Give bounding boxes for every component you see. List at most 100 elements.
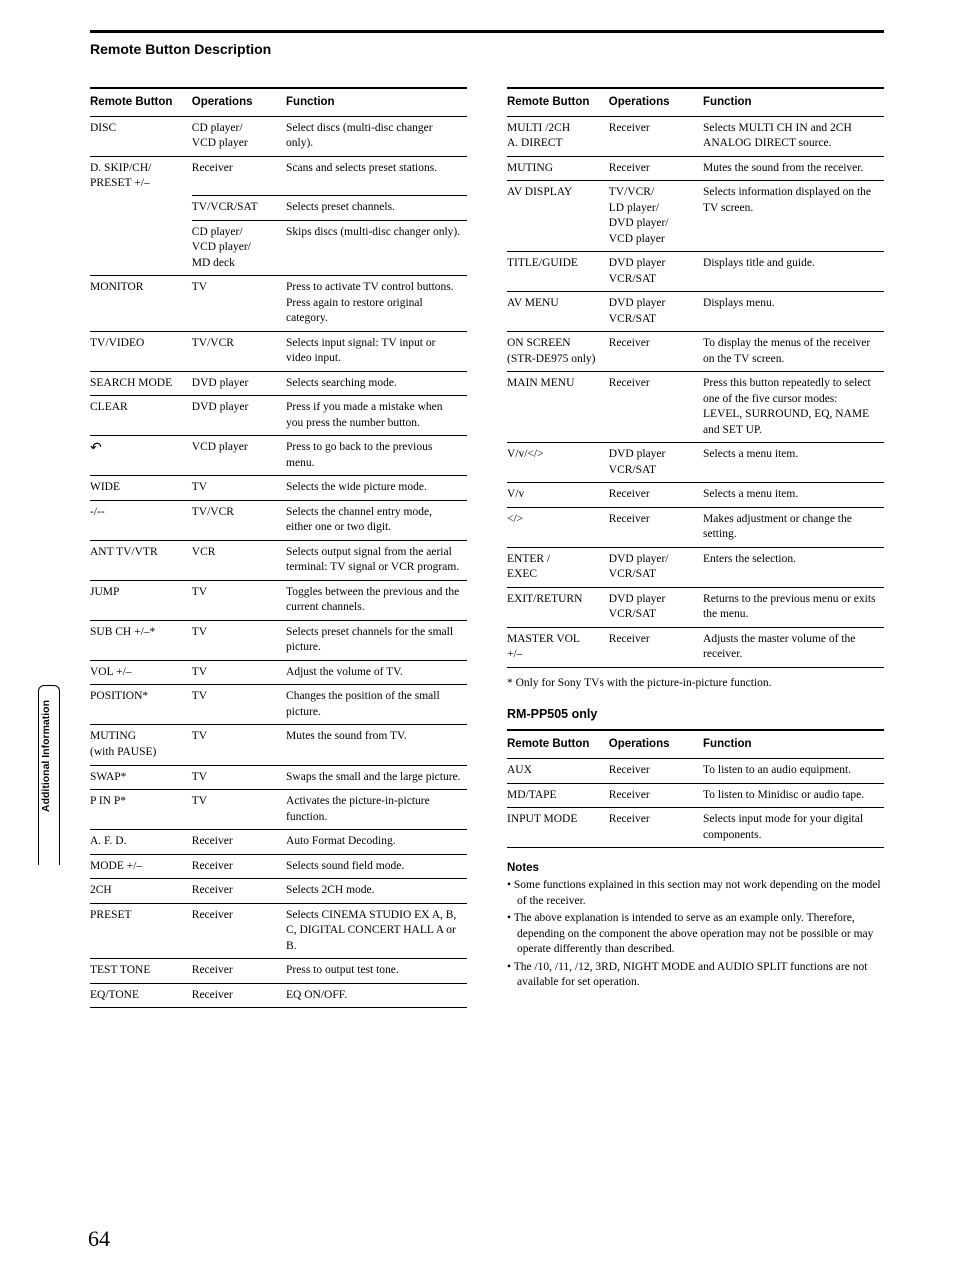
table-row: CD player/VCD player/MD deckSkips discs … (90, 220, 467, 276)
cell-function: Mutes the sound from the receiver. (703, 156, 884, 181)
cell-button: VOL +/– (90, 660, 192, 685)
cell-operations: TV (192, 580, 286, 620)
cell-operations: VCD player (192, 436, 286, 476)
col-head-func: Function (703, 88, 884, 116)
table-row: INPUT MODEReceiverSelects input mode for… (507, 808, 884, 848)
table-row: TEST TONEReceiverPress to output test to… (90, 959, 467, 984)
col-head-func: Function (703, 730, 884, 758)
cell-operations: TV/VCR/SAT (192, 196, 286, 221)
table-row: MONITORTVPress to activate TV control bu… (90, 276, 467, 332)
cell-button: CLEAR (90, 396, 192, 436)
cell-button: SWAP* (90, 765, 192, 790)
col-head-remote: Remote Button (507, 88, 609, 116)
cell-function: Selects a menu item. (703, 483, 884, 508)
table-row: MUTING(with PAUSE)TVMutes the sound from… (90, 725, 467, 765)
cell-function: Skips discs (multi-disc changer only). (286, 220, 467, 276)
cell-button (90, 196, 192, 221)
table-row: -/--TV/VCRSelects the channel entry mode… (90, 500, 467, 540)
cell-button: DISC (90, 116, 192, 156)
cell-operations: Receiver (609, 808, 703, 848)
cell-function: To listen to an audio equipment. (703, 758, 884, 783)
cell-function: Selects the wide picture mode. (286, 476, 467, 501)
cell-function: To listen to Minidisc or audio tape. (703, 783, 884, 808)
cell-operations: TV/VCR (192, 331, 286, 371)
cell-operations: Receiver (609, 332, 703, 372)
table-row: SEARCH MODEDVD playerSelects searching m… (90, 371, 467, 396)
cell-button: D. SKIP/CH/PRESET +/– (90, 156, 192, 196)
cell-function: Selects input mode for your digital comp… (703, 808, 884, 848)
cell-operations: TV (192, 660, 286, 685)
cell-function: Selects 2CH mode. (286, 879, 467, 904)
cell-button: MUTING (507, 156, 609, 181)
col-head-ops: Operations (609, 730, 703, 758)
cell-operations: Receiver (609, 758, 703, 783)
cell-button: AV MENU (507, 292, 609, 332)
cell-function: To display the menus of the receiver on … (703, 332, 884, 372)
cell-function: Selects sound field mode. (286, 854, 467, 879)
table-row: </>ReceiverMakes adjustment or change th… (507, 507, 884, 547)
cell-operations: Receiver (192, 903, 286, 959)
right-table: Remote Button Operations Function MULTI … (507, 87, 884, 668)
cell-function: Selects searching mode. (286, 371, 467, 396)
col-head-func: Function (286, 88, 467, 116)
cell-button: V/v/</> (507, 443, 609, 483)
cell-button: EQ/TONE (90, 983, 192, 1008)
cell-button: WIDE (90, 476, 192, 501)
cell-button: 2CH (90, 879, 192, 904)
rm-subhead: RM-PP505 only (507, 707, 884, 721)
cell-operations: TV/VCR (192, 500, 286, 540)
cell-operations: DVD playerVCR/SAT (609, 252, 703, 292)
table-row: MULTI /2CHA. DIRECTReceiverSelects MULTI… (507, 116, 884, 156)
cell-operations: Receiver (609, 783, 703, 808)
table-row: ↶VCD playerPress to go back to the previ… (90, 436, 467, 476)
two-column-layout: Remote Button Operations Function DISCCD… (90, 87, 884, 1008)
cell-operations: Receiver (609, 372, 703, 443)
table-row: V/vReceiverSelects a menu item. (507, 483, 884, 508)
cell-operations: Receiver (192, 959, 286, 984)
cell-function: Selects input signal: TV input or video … (286, 331, 467, 371)
section-title: Remote Button Description (90, 41, 884, 57)
table-row: ENTER /EXECDVD player/VCR/SATEnters the … (507, 547, 884, 587)
table-row: WIDETVSelects the wide picture mode. (90, 476, 467, 501)
note-item: Some functions explained in this section… (507, 878, 884, 909)
table-row: MODE +/–ReceiverSelects sound field mode… (90, 854, 467, 879)
cell-operations: CD player/VCD player (192, 116, 286, 156)
col-head-ops: Operations (609, 88, 703, 116)
cell-operations: TV (192, 276, 286, 332)
cell-function: Displays menu. (703, 292, 884, 332)
cell-function: Select discs (multi-disc changer only). (286, 116, 467, 156)
cell-operations: Receiver (192, 879, 286, 904)
cell-button: MONITOR (90, 276, 192, 332)
cell-operations: Receiver (192, 983, 286, 1008)
cell-function: Selects a menu item. (703, 443, 884, 483)
cell-button: ON SCREEN(STR-DE975 only) (507, 332, 609, 372)
cell-operations: TV (192, 685, 286, 725)
cell-button: SUB CH +/–* (90, 620, 192, 660)
table-row: SWAP*TVSwaps the small and the large pic… (90, 765, 467, 790)
cell-function: Press to go back to the previous menu. (286, 436, 467, 476)
cell-button: TEST TONE (90, 959, 192, 984)
cell-button: MD/TAPE (507, 783, 609, 808)
cell-function: Enters the selection. (703, 547, 884, 587)
rm-table: Remote Button Operations Function AUXRec… (507, 729, 884, 848)
cell-function: Changes the position of the small pictur… (286, 685, 467, 725)
cell-button: ENTER /EXEC (507, 547, 609, 587)
table-row: MASTER VOL+/–ReceiverAdjusts the master … (507, 627, 884, 667)
cell-operations: Receiver (609, 156, 703, 181)
cell-button (90, 220, 192, 276)
table-row: POSITION*TVChanges the position of the s… (90, 685, 467, 725)
table-row: AUXReceiverTo listen to an audio equipme… (507, 758, 884, 783)
notes-head: Notes (507, 862, 884, 874)
table-row: A. F. D.ReceiverAuto Format Decoding. (90, 830, 467, 855)
table-row: EXIT/RETURNDVD playerVCR/SATReturns to t… (507, 587, 884, 627)
cell-function: Makes adjustment or change the setting. (703, 507, 884, 547)
note-item: The /10, /11, /12, 3RD, NIGHT MODE and A… (507, 960, 884, 991)
cell-button: MODE +/– (90, 854, 192, 879)
cell-button: P IN P* (90, 790, 192, 830)
table-row: PRESETReceiverSelects CINEMA STUDIO EX A… (90, 903, 467, 959)
cell-function: Toggles between the previous and the cur… (286, 580, 467, 620)
table-row: AV MENUDVD playerVCR/SATDisplays menu. (507, 292, 884, 332)
cell-operations: Receiver (609, 483, 703, 508)
side-tab-text: Additional Information (40, 700, 52, 812)
cell-button: MUTING(with PAUSE) (90, 725, 192, 765)
